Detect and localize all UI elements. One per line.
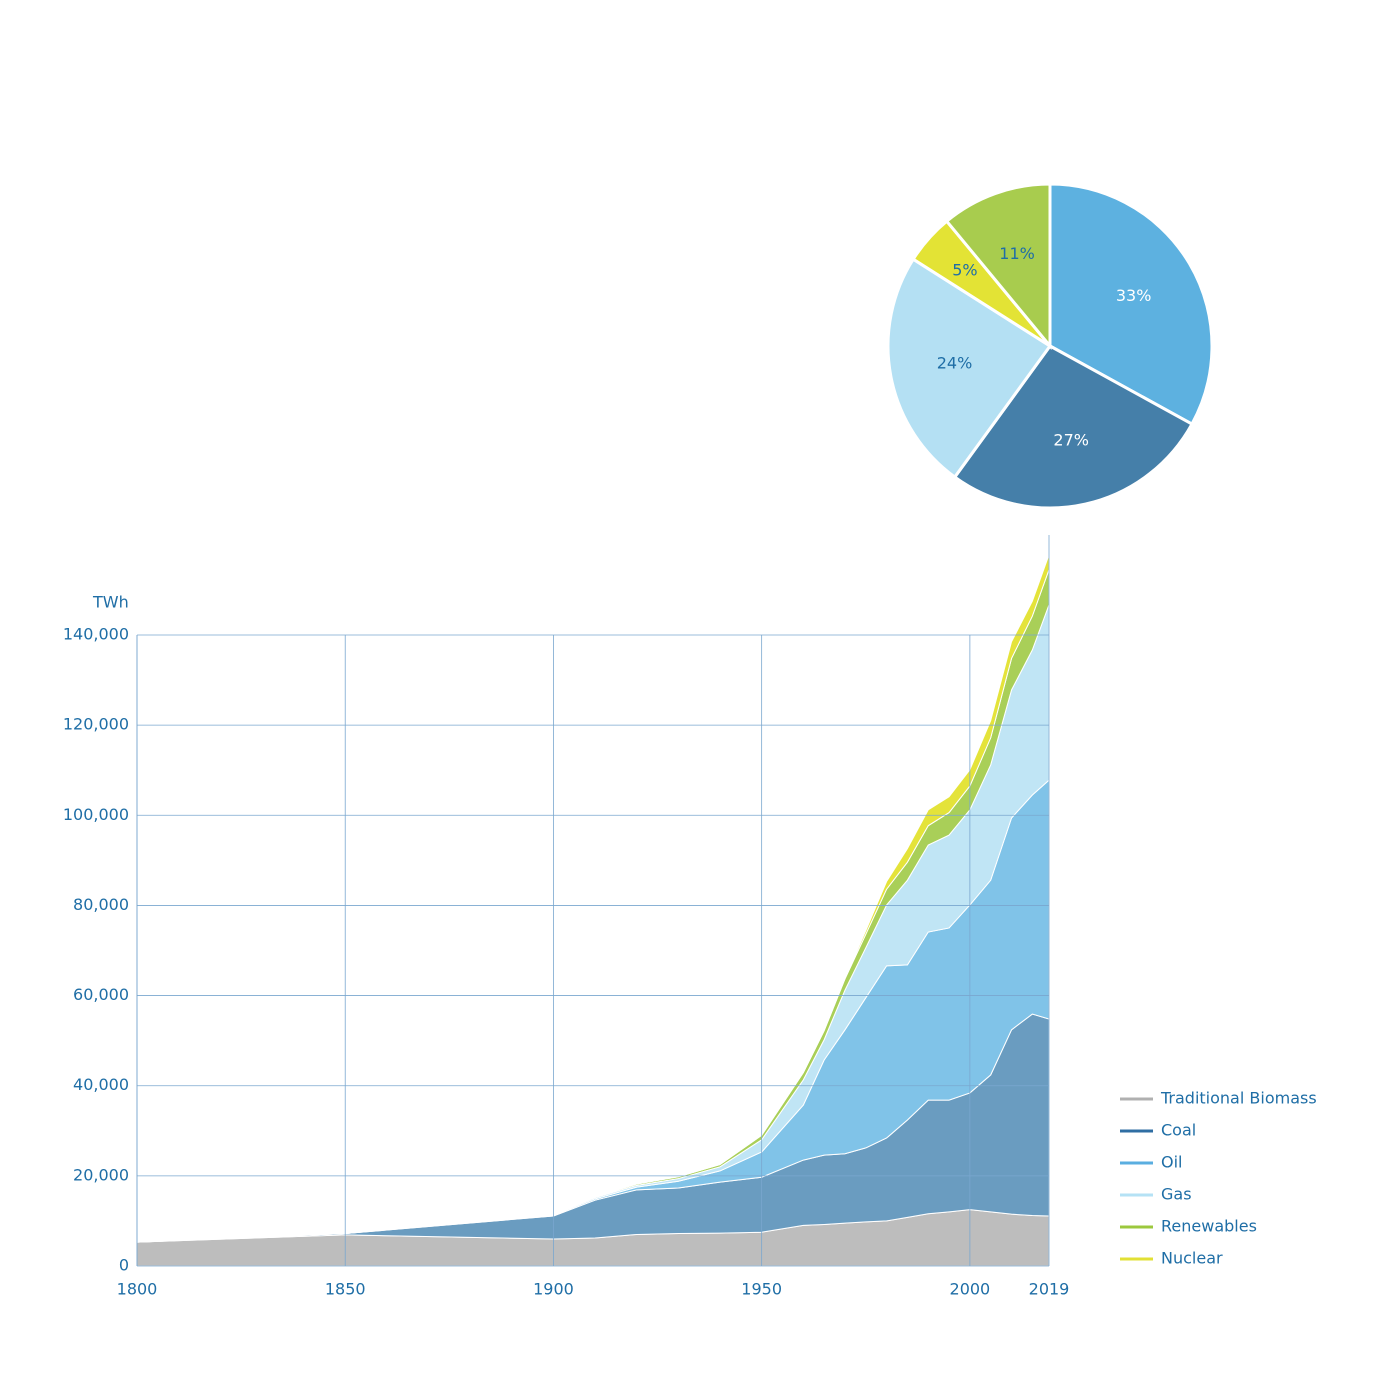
y-tick-label: 60,000 [73,985,129,1004]
pie-label: 24% [937,354,973,373]
y-tick-label: 100,000 [63,805,129,824]
x-tick-label: 1900 [533,1280,574,1299]
y-tick-label: 80,000 [73,895,129,914]
pie-slice [952,344,1194,510]
x-tick-label: 2000 [950,1280,991,1299]
y-tick-label: 20,000 [73,1165,129,1184]
x-tick-label: 2019 [1029,1280,1070,1299]
y-tick-label: 40,000 [73,1075,129,1094]
y-tick-label: 120,000 [63,715,129,734]
pie-slice [886,257,1053,480]
legend-label: Renewables [1161,1217,1257,1236]
x-tick-label: 1950 [741,1280,782,1299]
y-axis-label: TWh [92,593,129,612]
legend-label: Oil [1161,1153,1182,1172]
legend-label: Traditional Biomass [1160,1089,1317,1108]
x-tick-label: 1800 [117,1280,158,1299]
pie-label: 5% [952,261,977,280]
y-tick-label: 140,000 [63,625,129,644]
legend-label: Gas [1161,1185,1192,1204]
legend-label: Coal [1161,1121,1196,1140]
x-tick-label: 1850 [325,1280,366,1299]
pie-label: 11% [999,244,1035,263]
pie-label: 27% [1053,430,1089,449]
pie-slice [1048,182,1214,427]
legend-label: Nuclear [1161,1249,1223,1268]
pie-label: 33% [1116,286,1152,305]
pie-slice [944,182,1052,351]
y-tick-label: 0 [119,1256,129,1275]
